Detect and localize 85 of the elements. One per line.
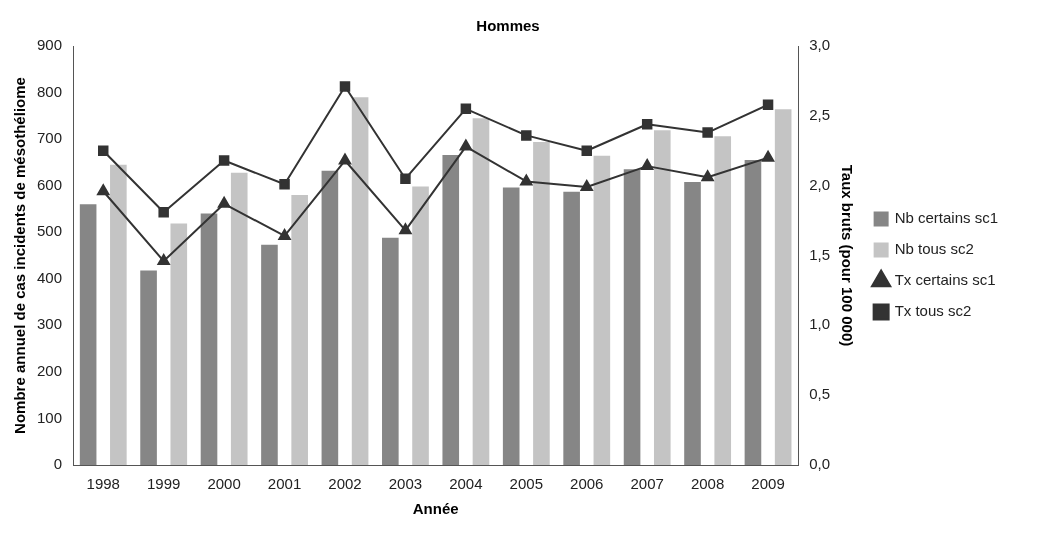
point bbox=[641, 118, 653, 130]
y-tick-label: 800 bbox=[37, 82, 63, 100]
bar bbox=[261, 244, 278, 465]
bar bbox=[684, 181, 701, 465]
point bbox=[339, 81, 351, 92]
point bbox=[400, 173, 411, 184]
point bbox=[520, 174, 533, 186]
y-tick-label: 600 bbox=[37, 175, 63, 193]
y2-axis-title: Taux bruts (pour 100 000) bbox=[838, 164, 856, 347]
point bbox=[580, 180, 593, 192]
bar bbox=[110, 164, 127, 465]
y2-tick-label: 2,5 bbox=[809, 105, 831, 123]
y-tick-label: 0 bbox=[53, 455, 63, 473]
point bbox=[761, 150, 775, 162]
point bbox=[279, 179, 290, 190]
x-tick-label: 2006 bbox=[570, 475, 604, 493]
bar bbox=[412, 186, 429, 465]
legend-label: Nb tous sc2 bbox=[894, 240, 974, 258]
point bbox=[762, 99, 774, 110]
point bbox=[97, 184, 110, 196]
x-tick-label: 2003 bbox=[388, 475, 423, 493]
point bbox=[701, 170, 714, 182]
x-tick-label: 2004 bbox=[449, 475, 483, 493]
y-axis-title: Nombre annuel de cas incidents de mésothéliome bbox=[11, 77, 29, 434]
point bbox=[218, 155, 230, 166]
point bbox=[581, 145, 592, 156]
y-tick-label: 300 bbox=[37, 315, 63, 333]
x-tick-label: 2008 bbox=[690, 475, 725, 493]
bar bbox=[563, 191, 580, 465]
x-tick-label: 2007 bbox=[630, 475, 664, 493]
bar bbox=[442, 154, 460, 465]
point bbox=[98, 145, 109, 156]
y2-tick-label: 2,0 bbox=[809, 175, 831, 193]
bar bbox=[533, 141, 550, 465]
point bbox=[217, 196, 231, 208]
bar bbox=[321, 170, 339, 465]
bar bbox=[774, 109, 792, 465]
x-tick-label: 1998 bbox=[86, 475, 120, 493]
bar bbox=[653, 130, 671, 465]
y-tick-label: 400 bbox=[37, 268, 63, 286]
point bbox=[157, 254, 170, 266]
x-axis-title: Année bbox=[412, 500, 459, 518]
chart-title: Hommes bbox=[476, 17, 540, 35]
point bbox=[158, 206, 169, 218]
bar bbox=[502, 187, 520, 465]
y-tick-label: 200 bbox=[37, 362, 63, 380]
bar bbox=[170, 223, 188, 465]
legend-label: Tx certains sc1 bbox=[894, 271, 996, 289]
point bbox=[338, 153, 352, 165]
bar bbox=[623, 169, 641, 465]
point bbox=[521, 130, 532, 141]
y2-tick-label: 0,0 bbox=[809, 455, 831, 473]
y2-tick-label: 1,0 bbox=[809, 315, 831, 333]
bar bbox=[351, 97, 369, 465]
y2-tick-label: 1,5 bbox=[809, 245, 831, 263]
y-tick-label: 700 bbox=[37, 129, 63, 147]
y2-tick-label: 0,5 bbox=[809, 385, 831, 403]
point bbox=[702, 127, 713, 138]
x-tick-label: 2005 bbox=[509, 475, 543, 493]
legend-label: Tx tous sc2 bbox=[894, 302, 972, 320]
bar bbox=[593, 155, 611, 465]
bar bbox=[230, 172, 248, 465]
x-tick-label: 2009 bbox=[751, 475, 785, 493]
legend-label: Nb certains sc1 bbox=[894, 209, 998, 227]
point bbox=[278, 228, 291, 240]
x-tick-label: 2000 bbox=[207, 475, 241, 493]
point bbox=[640, 159, 654, 171]
bar bbox=[714, 136, 732, 465]
x-tick-label: 2001 bbox=[267, 475, 302, 493]
bar bbox=[79, 204, 97, 465]
bar bbox=[382, 237, 399, 465]
point bbox=[399, 223, 412, 235]
y-tick-label: 500 bbox=[37, 222, 63, 240]
bar bbox=[140, 270, 157, 465]
bar bbox=[472, 118, 490, 465]
y-tick-label: 100 bbox=[37, 408, 63, 426]
point bbox=[460, 103, 472, 115]
bar bbox=[200, 213, 218, 465]
bar bbox=[744, 160, 762, 465]
y-tick-label: 900 bbox=[37, 36, 63, 54]
y2-tick-label: 3,0 bbox=[809, 36, 831, 54]
x-tick-label: 2002 bbox=[328, 475, 362, 493]
point bbox=[459, 139, 473, 151]
x-tick-label: 1999 bbox=[147, 475, 181, 493]
bar bbox=[291, 194, 308, 465]
